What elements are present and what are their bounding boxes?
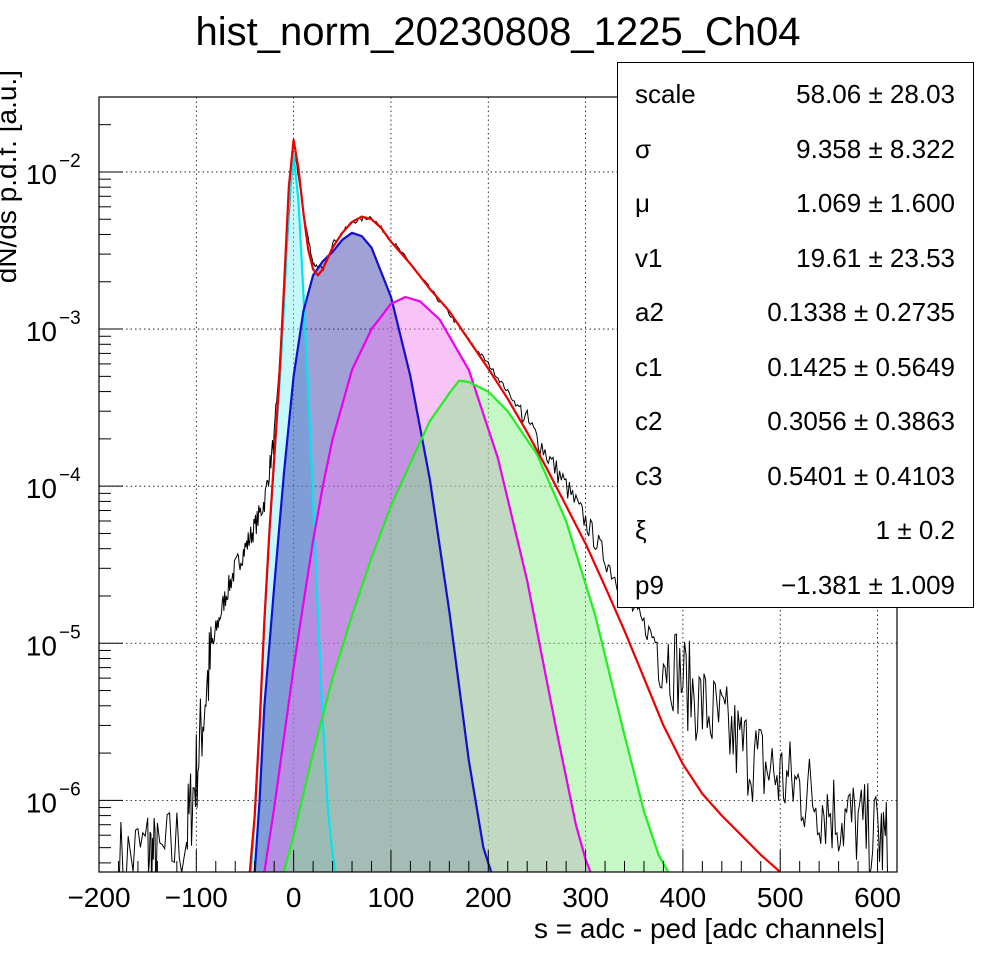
x-tick-label: 300	[562, 882, 609, 913]
stat-row: σ 9.358 ± 8.322	[618, 120, 975, 174]
x-tick-label: 200	[465, 882, 512, 913]
stat-value: 58.06 ± 28.03	[796, 79, 955, 109]
stat-row: v1 19.61 ± 23.53	[618, 229, 975, 283]
component-fill-2	[264, 297, 591, 872]
component-curve-3	[282, 379, 670, 872]
x-tick-label: 100	[368, 882, 415, 913]
fit-curves	[248, 138, 781, 872]
stat-row: ξ 1 ± 0.2	[618, 501, 975, 555]
stat-name: σ	[635, 133, 652, 164]
y-tick-label-exponent: −2	[59, 151, 81, 172]
stat-value: 1.069 ± 1.600	[796, 188, 955, 218]
chart-title: hist_norm_20230808_1225_Ch04	[195, 10, 801, 54]
stat-name: c2	[635, 406, 663, 436]
stat-row: c1 0.1425 ± 0.5649	[618, 338, 975, 392]
y-tick-label-exponent: −6	[59, 779, 81, 800]
y-tick-label: 10	[26, 787, 57, 818]
x-axis-label: s = adc - ped [adc channels]	[534, 913, 885, 944]
y-tick-label: 10	[26, 316, 57, 347]
x-tick-label: −200	[67, 882, 130, 913]
x-tick-label: −100	[165, 882, 228, 913]
component-fill-3	[283, 380, 669, 872]
stat-name: c3	[635, 460, 663, 491]
x-tick-label: 500	[757, 882, 804, 913]
stat-name: a2	[635, 297, 664, 327]
y-tick-label-exponent: −3	[59, 308, 81, 329]
y-tick-label-exponent: −5	[59, 622, 81, 643]
stat-name: p9	[635, 569, 664, 600]
data-trace	[119, 141, 889, 872]
stat-row: scale 58.06 ± 28.03	[618, 65, 975, 119]
stat-row: μ 1.069 ± 1.600	[618, 174, 975, 228]
component-curve-1	[253, 231, 493, 872]
stat-value: 19.61 ± 23.53	[796, 242, 955, 273]
component-curve-2	[263, 295, 592, 872]
component-hatch-2	[264, 297, 591, 872]
stat-value: 9.358 ± 8.322	[796, 133, 955, 164]
stat-value: 0.3056 ± 0.3863	[767, 406, 955, 436]
y-tick-label: 10	[26, 159, 57, 190]
component-hatch-0	[250, 154, 336, 872]
stat-name: c1	[635, 351, 663, 382]
data-histogram	[119, 141, 889, 872]
x-tick-label: 400	[660, 882, 707, 913]
stat-name: ξ	[635, 515, 647, 545]
stat-name: scale	[635, 79, 696, 109]
y-axis-label: dN/ds p.d.f. [a.u.]	[0, 70, 22, 283]
stat-value: 0.5401 ± 0.4103	[767, 460, 955, 491]
stat-name: μ	[635, 188, 650, 218]
stat-row: p9 −1.381 ± 1.009	[618, 556, 975, 610]
x-tick-label: 0	[286, 882, 302, 913]
fit-statistics-box: scale 58.06 ± 28.03 σ 9.358 ± 8.322 μ 1.069 ±…	[617, 62, 974, 608]
y-tick-label-exponent: −4	[59, 465, 81, 486]
stat-name: v1	[635, 242, 663, 273]
x-axis: −200 −100 0 100 200 300 400 500 600	[67, 850, 901, 913]
stat-row: a2 0.1338 ± 0.2735	[618, 283, 975, 337]
stat-value: 0.1338 ± 0.2735	[767, 297, 955, 327]
stat-value: −1.381 ± 1.009	[780, 569, 955, 600]
y-tick-label: 10	[26, 473, 57, 504]
y-axis: 10−610−510−410−310−2	[26, 96, 123, 864]
component-fill-0	[250, 154, 336, 872]
stat-row: c2 0.3056 ± 0.3863	[618, 392, 975, 446]
x-tick-label: 600	[854, 882, 901, 913]
component-curve-4	[248, 138, 781, 872]
stat-value: 1 ± 0.2	[875, 515, 955, 545]
stat-value: 0.1425 ± 0.5649	[767, 351, 955, 382]
y-tick-label: 10	[26, 630, 57, 661]
component-hatch-3	[283, 380, 669, 872]
stat-row: c3 0.5401 ± 0.4103	[618, 447, 975, 501]
